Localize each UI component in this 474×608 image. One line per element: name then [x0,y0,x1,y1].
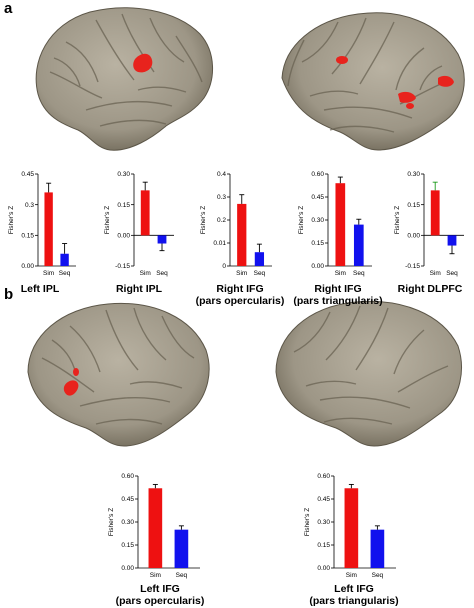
y-tick-label: -0.15 [405,263,420,270]
brain-right-lateral-b [275,300,462,447]
bar-chart-right-ipl: Fisher's Z -0.15 0.00 0.15 0.30 Sim Seq [104,171,174,277]
bar-sim [344,488,359,568]
x-tick-label-seq: Seq [176,572,188,579]
y-tick-label: 0.15 [121,542,134,549]
x-tick-label-sim: Sim [150,572,161,579]
bar-sim [140,190,150,236]
y-tick-label: 0.15 [117,202,130,209]
y-tick-label: 0.60 [317,473,330,480]
activation-right-ifg-triangularis [406,103,414,109]
bar-sim [335,183,346,266]
bar-chart-left-ifg-opercularis: Fisher's Z 0.00 0.15 0.30 0.45 0.60 Sim Seq [108,473,200,579]
x-tick-label-sim: Sim [236,270,247,277]
x-tick-label-sim: Sim [346,572,357,579]
chart-title-left-ifg-triangularis: Left IFG (pars triangularis) [309,583,399,607]
activation-left-ipl [133,53,153,73]
y-tick-label: 0.00 [311,263,324,270]
y-tick-label: 0.00 [407,233,420,240]
y-tick-label: 0.30 [121,519,134,526]
brain-right-lateral-a [281,12,465,151]
activation-left-ifg-triangularis [73,368,79,376]
panel-label-b: b [4,286,14,303]
bar-chart-left-ipl: Fisher's Z 0.00 0.15 0.3 0.45 Sim Seq [8,171,76,277]
activation-right-dlpfc [438,75,454,87]
y-tick-label: 0.01 [213,240,226,247]
y-tick-label: 0.4 [217,171,226,178]
y-tick-label: 0.15 [407,202,420,209]
y-tick-label: 0.45 [121,496,134,503]
y-tick-label: 0.3 [217,194,226,201]
bar-seq [174,529,189,568]
x-tick-label-sim: Sim [43,270,54,277]
bar-sim [430,190,440,236]
bar-seq [370,529,385,568]
y-tick-label: 0.00 [117,233,130,240]
y-axis-label: Fisher's Z [394,206,401,234]
bar-seq [60,253,69,266]
panel-label-a: a [4,0,13,17]
x-tick-label-seq: Seq [446,270,458,277]
y-tick-label: 0.45 [311,194,324,201]
x-tick-label-seq: Seq [254,270,266,277]
activation-right-ifg-opercularis [398,91,416,103]
y-tick-label: 0.3 [25,202,34,209]
y-tick-label: 0.00 [317,565,330,572]
y-axis-label: Fisher's Z [108,508,115,536]
brain-left-lateral-b [27,302,210,447]
bar-chart-right-ifg-triangularis: Fisher's Z 0.00 0.15 0.30 0.45 0.60 Sim Seq [298,171,372,277]
x-tick-label-seq: Seq [353,270,365,277]
y-tick-label: 0.00 [121,565,134,572]
chart-title-right-ipl: Right IPL [115,283,163,295]
y-tick-label: 0.30 [407,171,420,178]
activation-left-ifg-opercularis [63,380,79,396]
bar-sim [148,488,163,568]
chart-title-right-ifg-triangularis: Right IFG (pars triangularis) [293,283,383,307]
bar-chart-right-dlpfc: Fisher's Z -0.15 0.00 0.15 0.30 Sim Seq [394,171,464,277]
x-tick-label-sim: Sim [335,270,346,277]
y-tick-label: 0 [222,263,226,270]
x-tick-label-sim: Sim [430,270,441,277]
y-tick-label: 0.45 [317,496,330,503]
activation-right-ipl [336,56,348,64]
y-axis-label: Fisher's Z [8,206,15,234]
bar-seq [157,235,167,244]
x-tick-label-seq: Seq [372,572,384,579]
y-tick-label: 0.15 [21,233,34,240]
y-tick-label: 0.00 [21,263,34,270]
y-tick-label: 0.2 [217,217,226,224]
chart-title-left-ipl: Left IPL [20,283,60,295]
y-tick-label: 0.60 [121,473,134,480]
y-tick-label: 0.30 [317,519,330,526]
x-tick-label-seq: Seq [156,270,168,277]
bar-sim [44,192,53,266]
bar-seq [447,235,457,246]
y-tick-label: -0.15 [115,263,130,270]
x-tick-label-sim: Sim [140,270,151,277]
bar-seq [254,252,265,266]
y-axis-label: Fisher's Z [104,206,111,234]
y-tick-label: 0.15 [317,542,330,549]
chart-title-left-ifg-opercularis: Left IFG (pars opercularis) [115,583,205,607]
y-axis-label: Fisher's Z [304,508,311,536]
brain-left-lateral-a [35,7,214,151]
y-tick-label: 0.30 [117,171,130,178]
y-tick-label: 0.15 [311,240,324,247]
chart-title-right-ifg-opercularis: Right IFG (pars opercularis) [195,283,285,307]
x-tick-label-seq: Seq [59,270,71,277]
y-tick-label: 0.60 [311,171,324,178]
chart-title-right-dlpfc: Right DLPFC [397,283,463,295]
y-axis-label: Fisher's Z [200,206,207,234]
bar-sim [237,203,247,266]
bar-chart-right-ifg-opercularis: Fisher's Z 0 0.01 0.2 0.3 0.4 Sim Seq [200,171,272,277]
y-axis-label: Fisher's Z [298,206,305,234]
y-tick-label: 0.45 [21,171,34,178]
bar-seq [353,224,364,266]
y-tick-label: 0.30 [311,217,324,224]
bar-chart-left-ifg-triangularis: Fisher's Z 0.00 0.15 0.30 0.45 0.60 Sim Seq [304,473,396,579]
